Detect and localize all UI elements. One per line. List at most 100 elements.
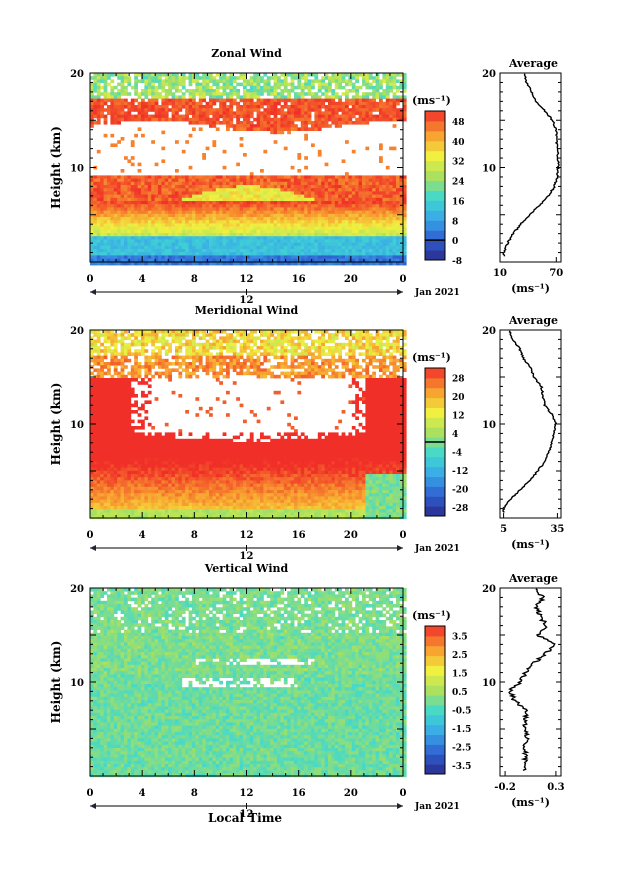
heatmap-cell [90,445,94,449]
heatmap-cell [314,261,319,266]
heatmap-cell [219,76,223,80]
heatmap-cell [253,188,257,192]
heatmap-cell [266,98,271,103]
heatmap-cell [137,365,142,369]
heatmap-cell [270,242,274,247]
heatmap-cell [141,451,145,456]
heatmap-cell [107,82,111,87]
heatmap-cell [96,76,101,80]
heatmap-cell [158,258,162,263]
heatmap-cell [161,249,166,253]
heatmap-cell [392,73,397,77]
heatmap-cell [236,194,240,199]
heatmap-cell [124,406,128,411]
heatmap-cell [331,111,336,115]
heatmap-cell [324,220,329,224]
heatmap-cell [368,185,373,189]
heatmap-cell [270,223,274,227]
colorbar-segment [425,190,445,201]
heatmap-cell [246,108,251,112]
heatmap-cell [321,188,325,192]
heatmap-cell [334,242,339,247]
heatmap-cell [120,400,125,404]
heatmap-cell [124,509,128,513]
heatmap-cell [379,95,383,99]
heatmap-cell [96,185,101,189]
heatmap-cell [205,92,210,96]
heatmap-cell [192,226,196,231]
heatmap-cell [120,486,125,491]
heatmap-cell [375,242,380,247]
heatmap-cell [358,194,363,199]
heatmap-cell [246,249,251,253]
heatmap-cell [90,249,94,253]
heatmap-cell [178,242,183,247]
heatmap-cell [321,181,325,186]
heatmap-cell [266,127,271,131]
heatmap-cell [93,204,98,208]
heatmap-cell [283,85,288,90]
heatmap-cell [311,188,315,192]
heatmap-cell [311,245,315,250]
heatmap-cell [277,130,281,135]
heatmap-cell [181,76,186,80]
heatmap-cell [117,419,121,424]
heatmap-cell [321,194,325,199]
heatmap-cell [341,229,346,234]
heatmap-cell [246,261,251,266]
heatmap-cell [382,258,387,263]
heatmap-cell [90,236,94,240]
heatmap-cell [321,229,325,234]
heatmap-cell [256,236,261,240]
heatmap-cell [137,371,142,376]
heatmap-cell [324,175,329,179]
heatmap-cell [358,121,363,125]
heatmap-cell [317,85,322,90]
heatmap-cell [113,435,118,440]
heatmap-cell [151,213,155,218]
heatmap-cell [331,117,336,122]
heatmap-cell [113,509,118,513]
heatmap-cell [124,213,128,218]
heatmap-cell [229,95,234,99]
heatmap-cell [317,239,322,243]
heatmap-cell [368,117,373,122]
heatmap-cell [113,480,118,484]
heatmap-cell [117,108,121,112]
heatmap-cell [338,255,342,259]
heatmap-cell [141,467,145,472]
heatmap-cell [232,92,237,96]
heatmap-cell [103,79,108,83]
heatmap-cell [209,101,213,106]
heatmap-cell [260,249,264,253]
heatmap-cell [294,73,298,77]
heatmap-cell [379,226,383,231]
heatmap-cell [379,223,383,227]
heatmap-cell [168,255,172,259]
heatmap-cell [124,92,128,96]
heatmap-cell [266,188,271,192]
heatmap-cell [188,73,193,77]
heatmap-cell [345,233,349,237]
heatmap-cell [300,117,305,122]
heatmap-cell [96,201,101,205]
heatmap-cell [219,185,223,189]
heatmap-cell [351,111,356,115]
heatmap-cell [338,98,342,103]
heatmap-cell [229,258,234,263]
heatmap-cell [249,76,254,80]
heatmap-cell [321,217,325,221]
heatmap-cell [168,89,172,93]
heatmap-cell [134,445,138,449]
heatmap-cell [355,261,359,266]
heatmap-cell [202,191,206,195]
heatmap-cell [124,477,128,481]
heatmap-cell [324,73,329,77]
heatmap-cell [90,194,94,199]
heatmap-cell [331,207,336,211]
heatmap-cell [93,213,98,218]
heatmap-cell [171,239,176,243]
heatmap-cell [372,229,376,234]
heatmap-cell [317,229,322,234]
heatmap-cell [287,201,291,205]
